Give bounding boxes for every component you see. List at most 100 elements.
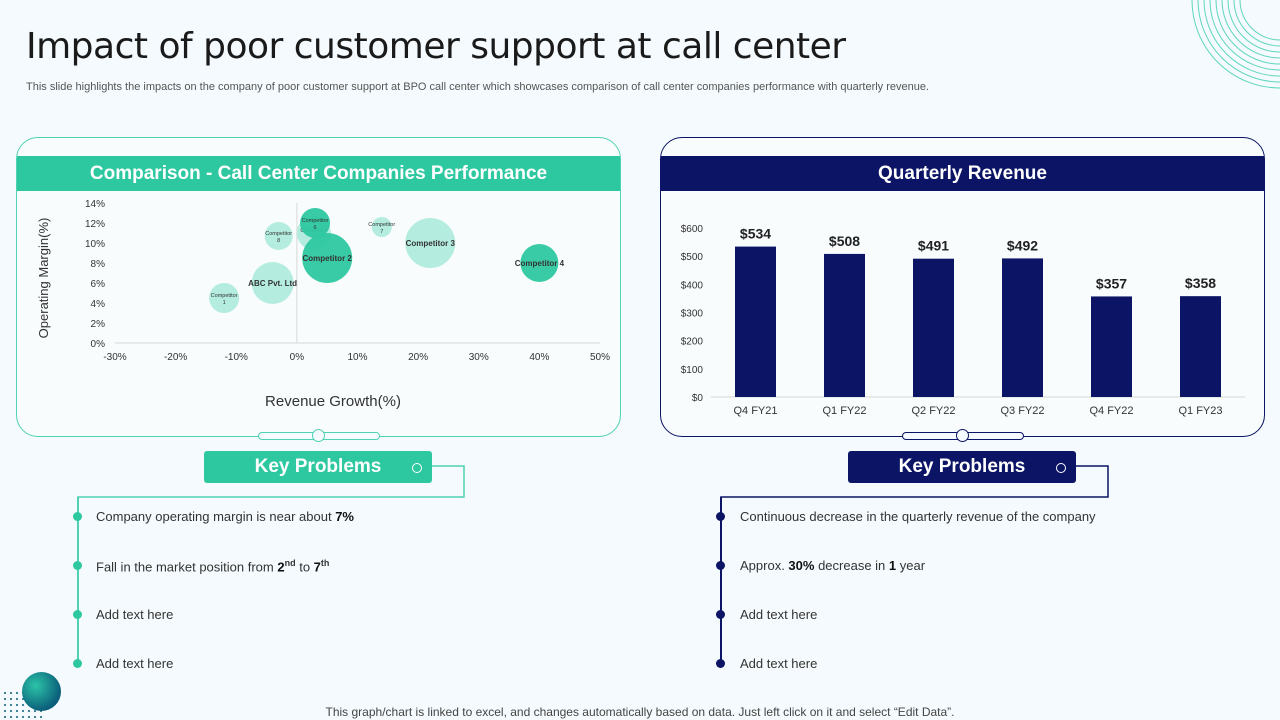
right-problem-4: Add text here — [740, 656, 818, 671]
bar-value-label: $491 — [918, 238, 949, 254]
bullet-icon — [716, 610, 725, 619]
bubble-label: Competitor 3 — [406, 239, 456, 248]
revenue-bar[interactable] — [1002, 258, 1043, 397]
bar-value-label: $492 — [1007, 237, 1038, 253]
x-tick-label: 30% — [469, 352, 489, 363]
bubble-label: 8 — [277, 238, 280, 244]
bubble-label: Competitor — [302, 218, 329, 224]
bubble[interactable] — [371, 217, 392, 237]
key-problems-label-left: Key Problems — [254, 456, 382, 477]
key-problems-button-left[interactable]: Key Problems — [204, 451, 432, 483]
revenue-bar[interactable] — [1091, 296, 1132, 397]
y-axis-label: Operating Margin(%) — [36, 218, 51, 339]
bubble[interactable] — [209, 283, 240, 313]
y-tick-label: $0 — [692, 393, 704, 404]
decorative-rings — [1191, 0, 1280, 89]
bubble[interactable] — [520, 244, 559, 282]
footer-note: This graph/chart is linked to excel, and… — [325, 705, 955, 719]
key-problems-dot-icon-left — [412, 463, 422, 473]
comparison-chart-header: Comparison - Call Center Companies Perfo… — [17, 156, 620, 191]
x-tick-label: -30% — [103, 352, 126, 363]
y-tick-label: 10% — [85, 239, 105, 250]
key-problems-label-right: Key Problems — [898, 456, 1026, 477]
bar-value-label: $357 — [1096, 275, 1127, 291]
bullet-icon — [73, 512, 82, 521]
x-tick-label: -20% — [164, 352, 187, 363]
bar-value-label: $534 — [740, 226, 771, 242]
bubble[interactable] — [405, 218, 456, 268]
bubble-label: Competitor — [368, 222, 395, 228]
y-tick-label: 8% — [91, 259, 106, 270]
left-scroll-knob[interactable] — [312, 429, 325, 442]
bar-value-label: $358 — [1185, 275, 1216, 291]
bullet-icon — [73, 659, 82, 668]
bullet-icon — [73, 610, 82, 619]
key-problems-button-right[interactable]: Key Problems — [848, 451, 1076, 483]
scatter-point[interactable]: Competitor 3 — [405, 218, 455, 268]
right-problem-1: Continuous decrease in the quarterly rev… — [740, 509, 1096, 524]
bubble[interactable] — [302, 233, 353, 283]
quarterly-revenue-card[interactable]: Quarterly Revenue $0 $100 $200 $300 $400 $500… — [660, 137, 1265, 437]
left-problem-1: Company operating margin is near about 7… — [96, 509, 354, 524]
right-problem-2: Approx. 30% decrease in 1 year — [740, 558, 926, 573]
y-tick-label: 0% — [91, 339, 106, 350]
y-tick-label: 6% — [91, 279, 106, 290]
x-tick-label: Q4 FY21 — [733, 405, 777, 417]
x-tick-label: -10% — [225, 352, 248, 363]
x-tick-label: 40% — [529, 352, 549, 363]
revenue-bar[interactable] — [913, 258, 954, 397]
left-problem-2: Fall in the market position from 2nd to … — [96, 558, 330, 575]
y-tick-label: $100 — [681, 365, 704, 376]
y-tick-label: $600 — [681, 224, 704, 235]
scatter-point[interactable]: ABC Pvt. Ltd — [248, 262, 297, 304]
y-tick-label: 4% — [91, 299, 106, 310]
right-timeline — [720, 497, 722, 667]
bullet-icon — [716, 659, 725, 668]
y-tick-label: 12% — [85, 219, 105, 230]
bar-chart[interactable]: $0 $100 $200 $300 $400 $500 $600 Q4 FY21 Q1 FY22… — [661, 192, 1266, 437]
bubble-label: Competitor — [265, 231, 292, 237]
bubble-label: Competitor 4 — [515, 259, 565, 268]
quarterly-revenue-header: Quarterly Revenue — [661, 156, 1264, 191]
y-tick-label: $500 — [681, 252, 704, 263]
bar-value-label: $508 — [829, 233, 860, 249]
left-problem-3: Add text here — [96, 607, 174, 622]
x-tick-label: Q1 FY23 — [1178, 405, 1222, 417]
bullet-icon — [73, 561, 82, 570]
x-tick-label: Q4 FY22 — [1089, 405, 1133, 417]
bullet-icon — [716, 561, 725, 570]
key-problems-dot-icon-right — [1056, 463, 1066, 473]
x-tick-label: Q1 FY22 — [822, 405, 866, 417]
bubble-label: 1 — [223, 300, 226, 306]
scatter-chart[interactable]: -30% -20% -10% 0% 10% 20% 30% 40% 50% 0% 2% 4% 6% 8% 1… — [17, 192, 622, 437]
right-scroll-knob[interactable] — [956, 429, 969, 442]
bubble[interactable] — [264, 222, 293, 250]
bubble-label: Competitor 2 — [303, 254, 353, 263]
comparison-chart-card[interactable]: Comparison - Call Center Companies Perfo… — [16, 137, 621, 437]
x-tick-label: 0% — [290, 352, 305, 363]
bubble-label: 6 — [314, 225, 317, 231]
bubble-label: ABC Pvt. Ltd — [248, 279, 297, 288]
x-tick-label: Q2 FY22 — [911, 405, 955, 417]
page-title: Impact of poor customer support at call … — [26, 26, 846, 67]
y-tick-label: $300 — [681, 309, 704, 320]
scatter-point[interactable]: Competitor 2 — [302, 233, 352, 283]
x-tick-label: 20% — [408, 352, 428, 363]
bullet-icon — [716, 512, 725, 521]
revenue-bar[interactable] — [824, 253, 865, 397]
revenue-bar[interactable] — [735, 246, 776, 397]
left-problem-4: Add text here — [96, 656, 174, 671]
bubble-label: Competitor — [211, 293, 238, 299]
revenue-bar[interactable] — [1180, 296, 1221, 397]
x-tick-label: 50% — [590, 352, 610, 363]
bubble[interactable] — [300, 208, 331, 238]
decorative-circle — [22, 672, 61, 711]
x-tick-label: 10% — [347, 352, 367, 363]
scatter-point[interactable]: Competitor 4 — [515, 244, 565, 282]
bubble[interactable] — [251, 262, 294, 304]
left-timeline — [77, 497, 79, 667]
